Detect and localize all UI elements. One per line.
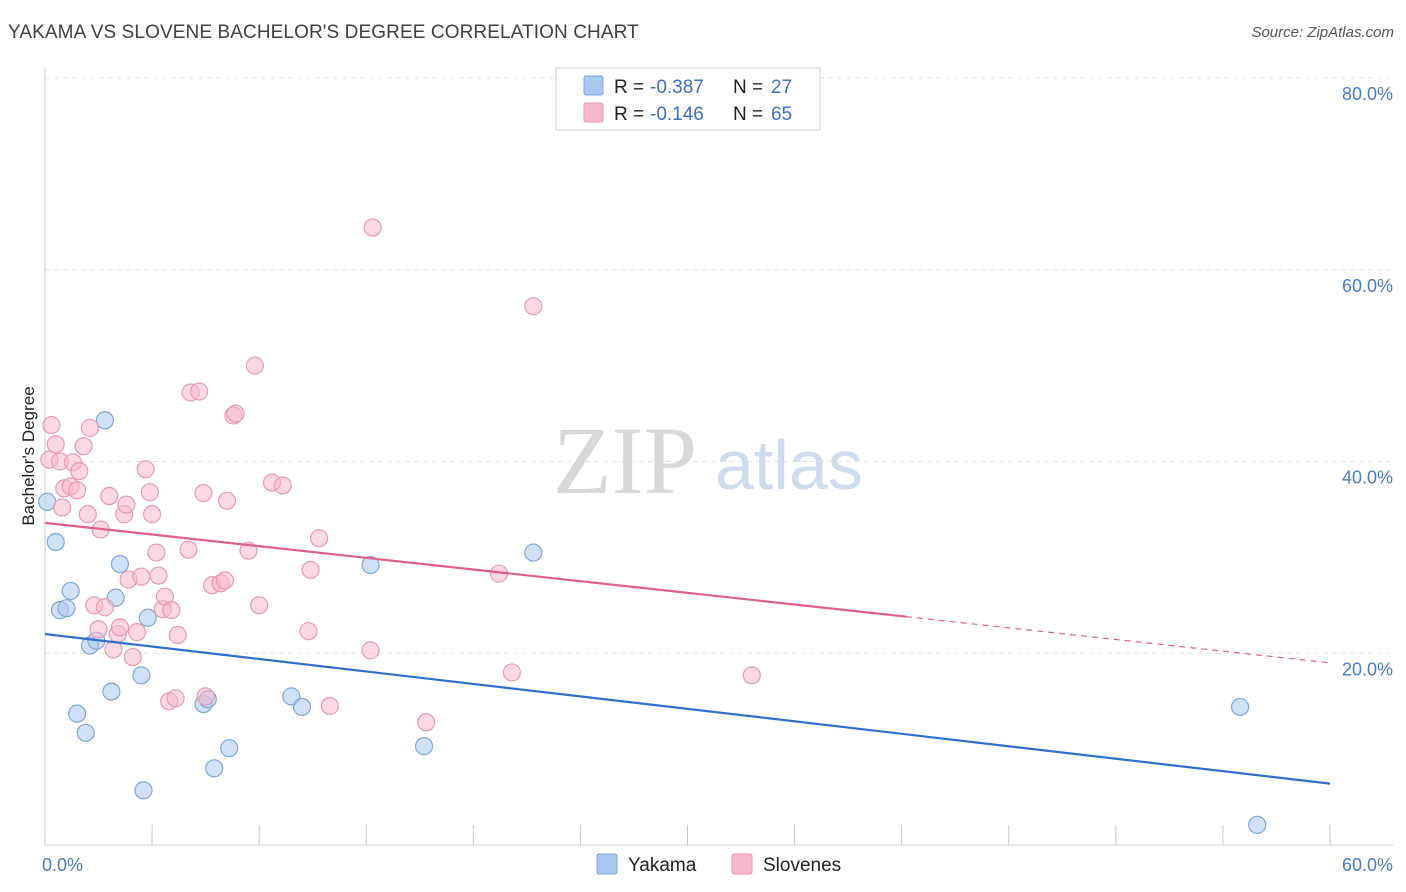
yakama-point <box>220 739 239 758</box>
slovenes-point <box>742 666 761 685</box>
slovenes-point <box>100 486 119 506</box>
legend-r-label-2: R = <box>614 104 644 125</box>
legend-n-value-1: 27 <box>771 77 792 98</box>
legend-n-label-2: N = <box>733 104 763 125</box>
slovenes-point <box>140 483 160 502</box>
legend-swatch-slovenes-bottom <box>731 853 753 875</box>
y-tick-label: 20.0% <box>1342 659 1393 679</box>
slovenes-point <box>273 476 292 495</box>
slovenes-point <box>132 567 151 586</box>
slovenes-point <box>217 491 237 510</box>
slovenes-point <box>74 437 93 456</box>
slovenes-point <box>196 687 215 706</box>
yakama-point <box>361 555 380 575</box>
legend-r-value-2: -0.146 <box>650 104 704 125</box>
x-tick-label-max: 60.0% <box>1342 855 1393 875</box>
yakama-point <box>134 781 153 800</box>
legend-r-label-1: R = <box>614 77 644 98</box>
slovenes-point <box>46 435 65 454</box>
slovenes-point <box>215 571 234 590</box>
legend-swatch-slovenes <box>583 102 604 123</box>
yakama-point <box>57 599 76 618</box>
slovenes-point <box>68 481 87 500</box>
yakama-point <box>132 666 151 685</box>
slovenes-point <box>502 663 521 682</box>
slovenes-point <box>89 620 108 639</box>
yakama-point <box>414 737 434 756</box>
yakama-point <box>205 759 224 778</box>
slovenes-point <box>179 540 198 559</box>
slovenes-point <box>363 218 382 237</box>
yakama-point <box>46 532 65 552</box>
yakama-point <box>61 581 80 601</box>
legend-n-label-1: N = <box>733 77 763 98</box>
y-tick-label: 60.0% <box>1342 276 1393 296</box>
legend-swatch-yakama-bottom <box>596 853 618 875</box>
slovenes-trend-line <box>44 521 907 618</box>
slovenes-point <box>250 596 269 615</box>
chart-title: YAKAMA VS SLOVENE BACHELOR'S DEGREE CORR… <box>8 22 639 43</box>
legend-swatch-yakama <box>583 75 604 96</box>
trend-lines <box>44 521 1331 785</box>
watermark-atlas: atlas <box>715 426 863 504</box>
yakama-point <box>102 682 121 701</box>
slovenes-trend-line-extension <box>905 616 1331 664</box>
slovenes-point <box>301 560 320 579</box>
slovenes-point <box>361 641 380 660</box>
slovenes-point <box>166 689 185 708</box>
legend-r-value-1: -0.387 <box>650 77 704 98</box>
yakama-point <box>68 704 87 723</box>
slovenes-point <box>310 529 329 548</box>
slovenes-point <box>168 625 187 645</box>
slovenes-point <box>70 461 89 481</box>
legend-label-slovenes: Slovenes <box>763 855 841 876</box>
slovenes-point <box>149 566 168 585</box>
legend-n-value-2: 65 <box>771 104 792 125</box>
slovenes-point <box>320 696 339 716</box>
yakama-point <box>292 697 312 717</box>
slovenes-point <box>78 505 97 524</box>
slovenes-point <box>147 543 166 562</box>
slovenes-point <box>127 623 147 642</box>
x-tick-label-min: 0.0% <box>42 855 83 875</box>
yakama-point <box>76 723 95 742</box>
tick-labels: 20.0% 40.0% 60.0% 80.0% 0.0% 60.0% <box>42 84 1393 875</box>
y-axis-label: Bachelor's Degree <box>19 386 38 525</box>
slovenes-point <box>110 618 130 637</box>
slovenes-point <box>524 297 543 316</box>
slovenes-point <box>245 356 264 375</box>
slovenes-point <box>42 415 61 435</box>
series-legend: Yakama Slovenes <box>596 853 841 876</box>
slovenes-point <box>123 647 142 667</box>
slovenes-point <box>117 495 136 514</box>
data-points <box>38 218 1267 834</box>
yakama-point <box>95 411 115 430</box>
y-tick-label: 40.0% <box>1342 468 1393 488</box>
slovenes-point <box>80 418 100 438</box>
yakama-point <box>110 554 130 574</box>
yakama-point <box>138 608 157 627</box>
slovenes-point <box>226 404 245 423</box>
yakama-point <box>524 543 543 562</box>
slovenes-point <box>53 498 72 517</box>
slovenes-point <box>417 713 436 732</box>
slovenes-point <box>299 622 318 641</box>
stats-legend: R = -0.387 N = 27 R = -0.146 N = 65 <box>555 67 821 131</box>
yakama-point <box>1230 697 1250 717</box>
slovenes-point <box>162 601 181 620</box>
watermark-zip: ZIP <box>553 407 697 514</box>
slovenes-point <box>136 460 155 479</box>
y-tick-label: 80.0% <box>1342 84 1393 104</box>
source-label: Source: ZipAtlas.com <box>1251 24 1394 41</box>
slovenes-point <box>190 382 209 401</box>
yakama-point <box>1248 815 1267 834</box>
slovenes-point <box>142 505 162 524</box>
slovenes-point <box>95 598 115 617</box>
slovenes-point <box>194 484 213 503</box>
legend-label-yakama: Yakama <box>628 855 697 876</box>
yakama-trend-line <box>44 632 1331 785</box>
